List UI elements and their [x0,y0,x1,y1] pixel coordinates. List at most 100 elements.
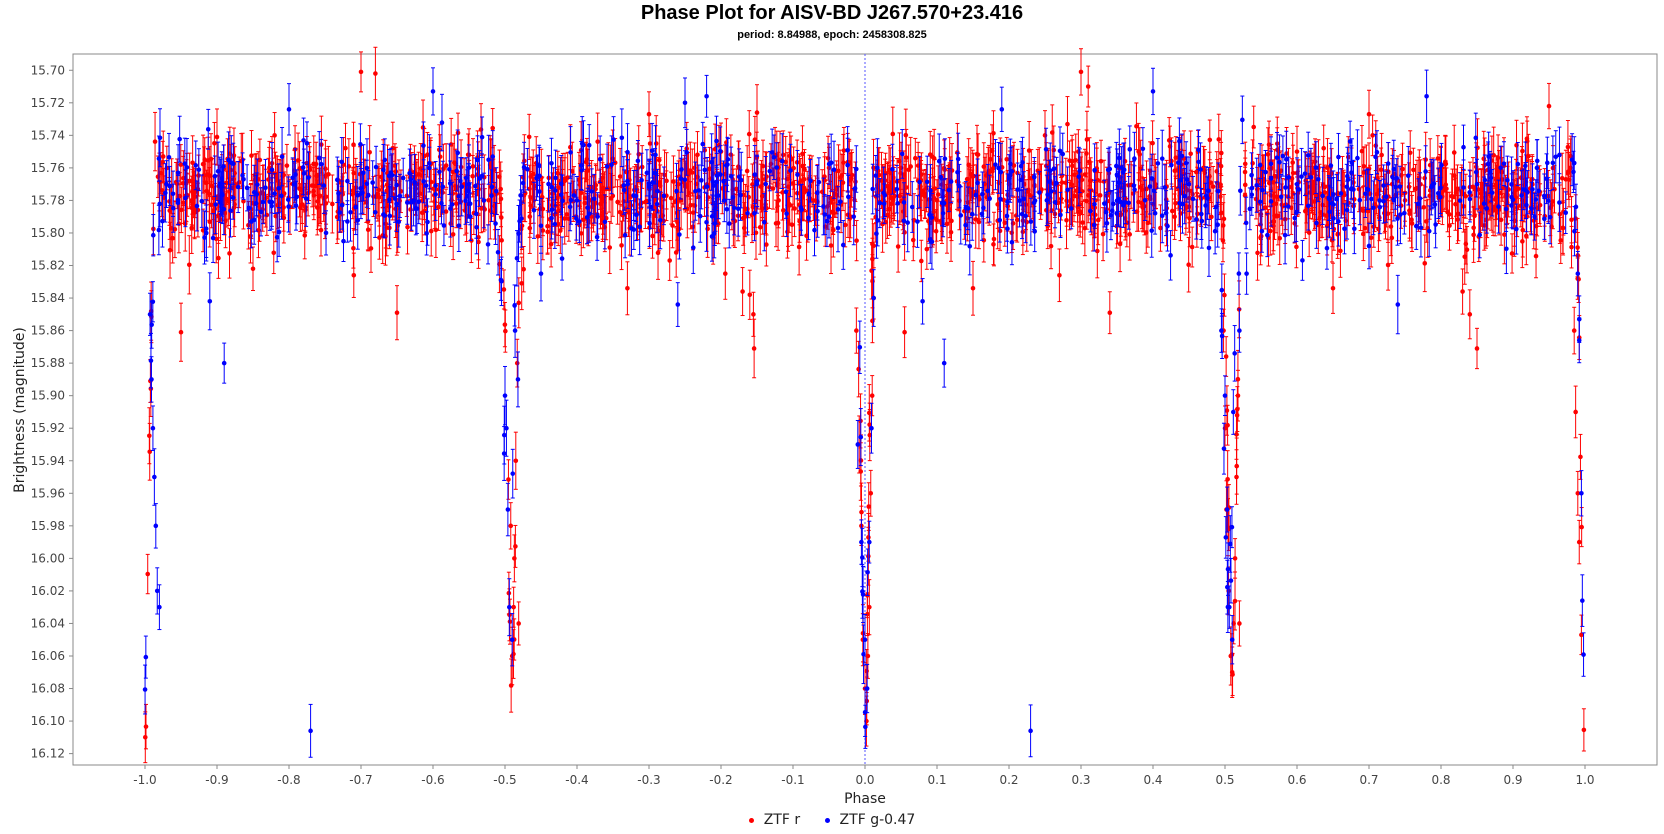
data-point [918,258,924,264]
x-tick-label: -0.8 [277,773,300,787]
y-tick-label: 16.12 [31,747,65,761]
data-point [1453,201,1458,207]
data-point [1272,213,1277,219]
data-point [1579,524,1584,530]
data-point [216,255,221,261]
data-point [437,154,443,160]
data-point [1455,217,1460,222]
data-point [1533,253,1539,259]
data-point [1378,167,1384,172]
data-point [1004,156,1010,162]
data-point [1049,130,1055,135]
data-point [224,196,230,202]
data-point [1303,178,1309,184]
data-point [741,225,747,231]
data-point [1514,205,1520,210]
data-point [783,159,789,165]
data-point [906,167,911,173]
data-point [764,242,769,247]
data-point [443,163,449,168]
data-point [1422,261,1428,266]
data-point [1495,155,1501,161]
series-layer [142,46,1587,764]
data-point [770,186,776,191]
data-point [1265,152,1271,157]
data-point [1385,262,1391,268]
data-point [976,219,982,225]
y-tick-label: 15.94 [31,454,65,468]
data-point [1084,137,1090,142]
y-tick-label: 16.04 [31,616,65,630]
data-point [1242,193,1248,198]
data-point [949,218,954,224]
data-point [822,224,828,229]
data-point [924,246,930,252]
data-point [1558,238,1564,243]
data-point [1067,158,1072,163]
data-point [689,170,695,175]
data-point [647,141,653,146]
data-point [1356,186,1362,192]
data-point [302,233,308,238]
data-point [1442,161,1448,167]
data-point [796,244,802,250]
data-point [1493,183,1498,188]
y-tick-label: 15.74 [31,128,65,142]
data-point [1188,151,1193,157]
data-point [636,151,642,157]
data-point [428,228,434,234]
data-point [1575,245,1580,250]
data-point [1471,232,1476,238]
data-point [227,251,232,256]
y-tick-label: 15.86 [31,324,65,338]
data-point [1565,144,1571,150]
data-point [1134,209,1140,214]
data-point [143,724,149,729]
data-point [1095,248,1100,254]
data-point [734,186,739,192]
x-tick-label: 0.1 [927,773,946,787]
data-point [419,210,425,216]
data-point [1216,137,1222,142]
data-point [450,232,456,237]
data-point [330,201,335,207]
data-point [1127,232,1133,237]
data-point [1059,180,1065,185]
data-point [152,139,158,144]
data-point [1379,152,1384,158]
data-point [1411,167,1416,173]
y-tick-label: 15.76 [31,161,65,175]
data-point [490,125,495,131]
data-point [695,152,700,158]
data-point [1407,150,1413,156]
data-point [1455,186,1460,192]
data-point [1524,233,1529,239]
data-point [314,173,320,179]
data-point [578,231,584,236]
data-point [367,149,372,155]
data-point [1209,214,1214,220]
data-point [323,173,329,178]
data-point [284,163,290,168]
data-point [743,206,748,212]
x-tick-label: -0.6 [421,773,444,787]
data-point [176,221,182,227]
data-point [1359,148,1365,154]
data-point [804,233,809,239]
data-point [800,151,805,157]
data-point [379,174,384,180]
data-point [664,178,669,184]
data-point [617,174,623,179]
y-tick-label: 15.88 [31,356,65,370]
data-point [1302,208,1308,214]
data-point [1234,432,1239,437]
data-point [650,233,655,239]
data-point [246,222,251,228]
x-tick-label: -0.5 [493,773,516,787]
data-point [1421,204,1427,210]
data-point [825,155,831,161]
data-point [1550,199,1556,204]
data-point [167,247,173,253]
data-point [1266,142,1272,147]
